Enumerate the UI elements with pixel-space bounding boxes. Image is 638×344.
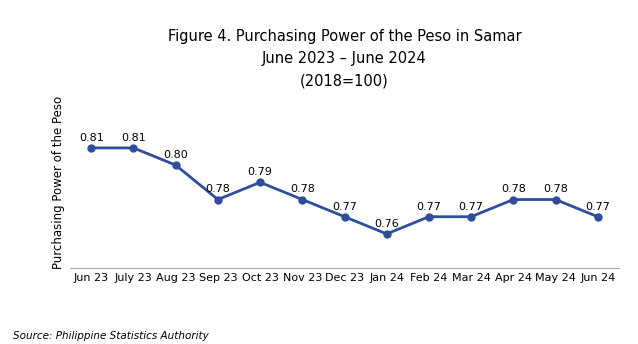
Text: 0.77: 0.77 bbox=[585, 202, 610, 212]
Text: 0.80: 0.80 bbox=[163, 150, 188, 160]
Title: Figure 4. Purchasing Power of the Peso in Samar
June 2023 – June 2024
(2018=100): Figure 4. Purchasing Power of the Peso i… bbox=[168, 29, 521, 88]
Text: 0.76: 0.76 bbox=[375, 219, 399, 229]
Text: 0.81: 0.81 bbox=[121, 133, 146, 143]
Text: 0.78: 0.78 bbox=[205, 184, 230, 194]
Y-axis label: Purchasing Power of the Peso: Purchasing Power of the Peso bbox=[52, 96, 64, 269]
Text: 0.77: 0.77 bbox=[417, 202, 441, 212]
Text: 0.77: 0.77 bbox=[332, 202, 357, 212]
Text: Source: Philippine Statistics Authority: Source: Philippine Statistics Authority bbox=[13, 331, 209, 341]
Text: 0.77: 0.77 bbox=[459, 202, 484, 212]
Text: 0.79: 0.79 bbox=[248, 167, 272, 177]
Text: 0.81: 0.81 bbox=[79, 133, 103, 143]
Text: 0.78: 0.78 bbox=[543, 184, 568, 194]
Text: 0.78: 0.78 bbox=[290, 184, 315, 194]
Text: 0.78: 0.78 bbox=[501, 184, 526, 194]
